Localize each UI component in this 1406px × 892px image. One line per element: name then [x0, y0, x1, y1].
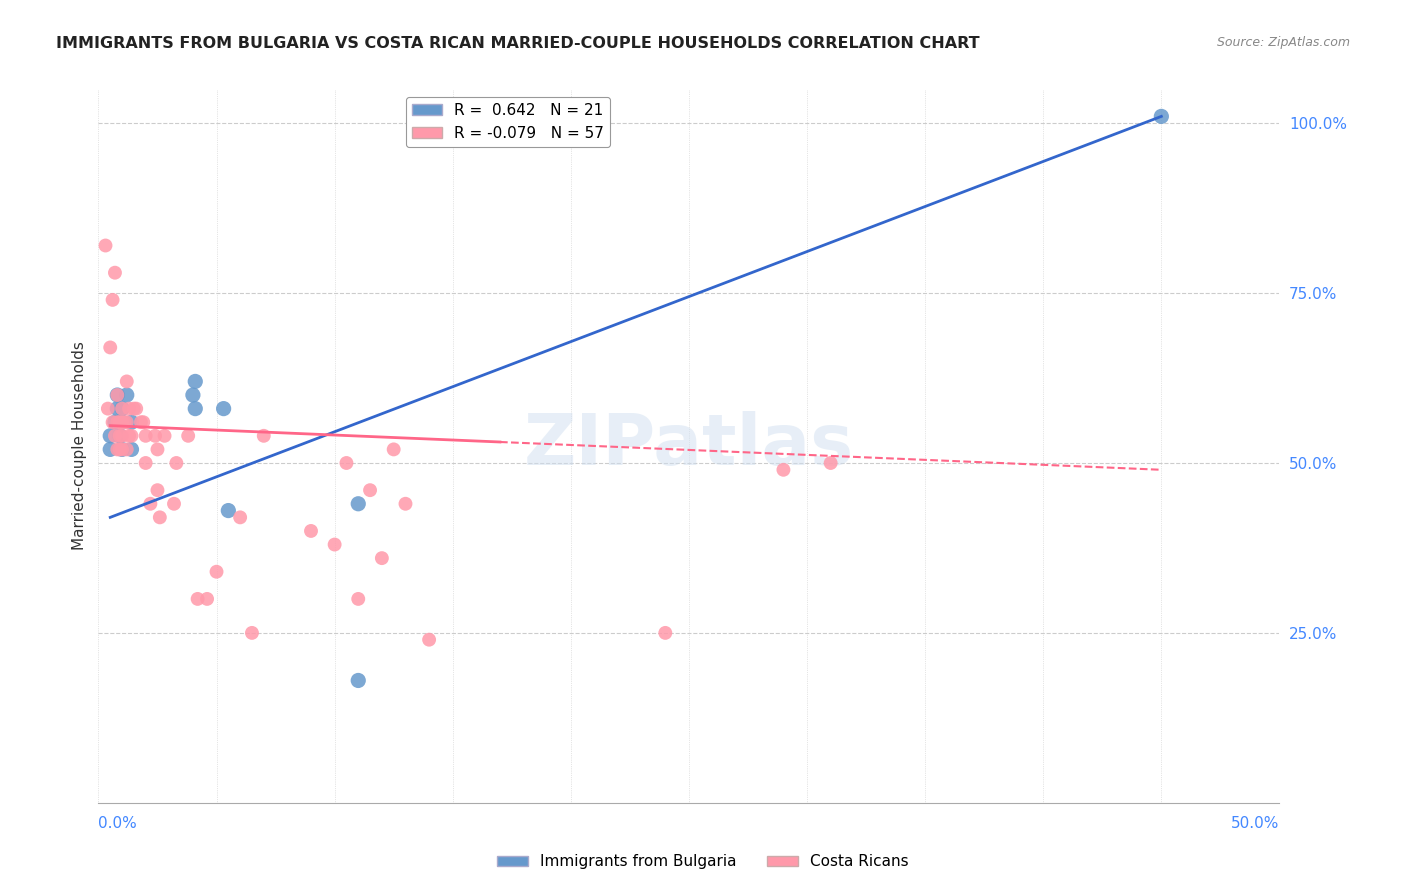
Point — [118, 401, 141, 416]
Point — [135, 429, 157, 443]
Point — [98, 429, 121, 443]
Point — [205, 565, 228, 579]
Point — [129, 415, 152, 429]
Point — [115, 415, 138, 429]
Point — [146, 483, 169, 498]
Point — [111, 401, 134, 416]
Point — [104, 415, 127, 429]
Point — [165, 456, 187, 470]
Point — [97, 401, 120, 416]
Point — [149, 510, 172, 524]
Point — [177, 429, 200, 443]
Point — [108, 429, 131, 443]
Point — [347, 591, 370, 606]
Text: IMMIGRANTS FROM BULGARIA VS COSTA RICAN MARRIED-COUPLE HOUSEHOLDS CORRELATION CH: IMMIGRANTS FROM BULGARIA VS COSTA RICAN … — [56, 36, 980, 51]
Point — [105, 415, 128, 429]
Point — [181, 388, 204, 402]
Point — [115, 442, 138, 457]
Point — [371, 551, 394, 566]
Text: Source: ZipAtlas.com: Source: ZipAtlas.com — [1216, 36, 1350, 49]
Point — [212, 401, 235, 416]
Point — [418, 632, 440, 647]
Point — [105, 388, 128, 402]
Point — [98, 341, 121, 355]
Point — [121, 415, 143, 429]
Point — [108, 429, 131, 443]
Point — [105, 401, 128, 416]
Point — [146, 442, 169, 457]
Point — [111, 401, 134, 416]
Point — [139, 497, 162, 511]
Point — [115, 375, 138, 389]
Point — [820, 456, 842, 470]
Point — [118, 429, 141, 443]
Point — [187, 591, 209, 606]
Point — [112, 415, 135, 429]
Point — [163, 497, 186, 511]
Point — [143, 429, 166, 443]
Point — [122, 401, 145, 416]
Point — [108, 415, 131, 429]
Point — [184, 375, 207, 389]
Point — [394, 497, 416, 511]
Point — [359, 483, 381, 498]
Point — [105, 442, 128, 457]
Point — [772, 463, 794, 477]
Point — [108, 415, 131, 429]
Point — [125, 401, 148, 416]
Point — [111, 442, 134, 457]
Point — [347, 673, 370, 688]
Point — [115, 388, 138, 402]
Point — [217, 503, 239, 517]
Point — [104, 266, 127, 280]
Point — [101, 415, 124, 429]
Point — [184, 401, 207, 416]
Y-axis label: Married-couple Households: Married-couple Households — [72, 342, 87, 550]
Point — [111, 415, 134, 429]
Point — [347, 497, 370, 511]
Point — [98, 442, 121, 457]
Point — [135, 456, 157, 470]
Point — [111, 415, 134, 429]
Point — [335, 456, 357, 470]
Point — [111, 429, 134, 443]
Point — [229, 510, 252, 524]
Point — [121, 442, 143, 457]
Point — [299, 524, 322, 538]
Point — [101, 293, 124, 307]
Text: 0.0%: 0.0% — [98, 816, 138, 831]
Point — [132, 415, 155, 429]
Point — [240, 626, 263, 640]
Point — [153, 429, 176, 443]
Text: 50.0%: 50.0% — [1232, 816, 1279, 831]
Point — [1150, 109, 1173, 123]
Point — [654, 626, 676, 640]
Legend: R =  0.642   N = 21, R = -0.079   N = 57: R = 0.642 N = 21, R = -0.079 N = 57 — [405, 97, 610, 146]
Point — [105, 388, 128, 402]
Point — [323, 537, 346, 551]
Point — [94, 238, 117, 252]
Legend: Immigrants from Bulgaria, Costa Ricans: Immigrants from Bulgaria, Costa Ricans — [491, 848, 915, 875]
Point — [382, 442, 405, 457]
Text: ZIPatlas: ZIPatlas — [524, 411, 853, 481]
Point — [121, 429, 143, 443]
Point — [253, 429, 276, 443]
Point — [104, 429, 127, 443]
Point — [111, 442, 134, 457]
Point — [195, 591, 218, 606]
Point — [108, 442, 131, 457]
